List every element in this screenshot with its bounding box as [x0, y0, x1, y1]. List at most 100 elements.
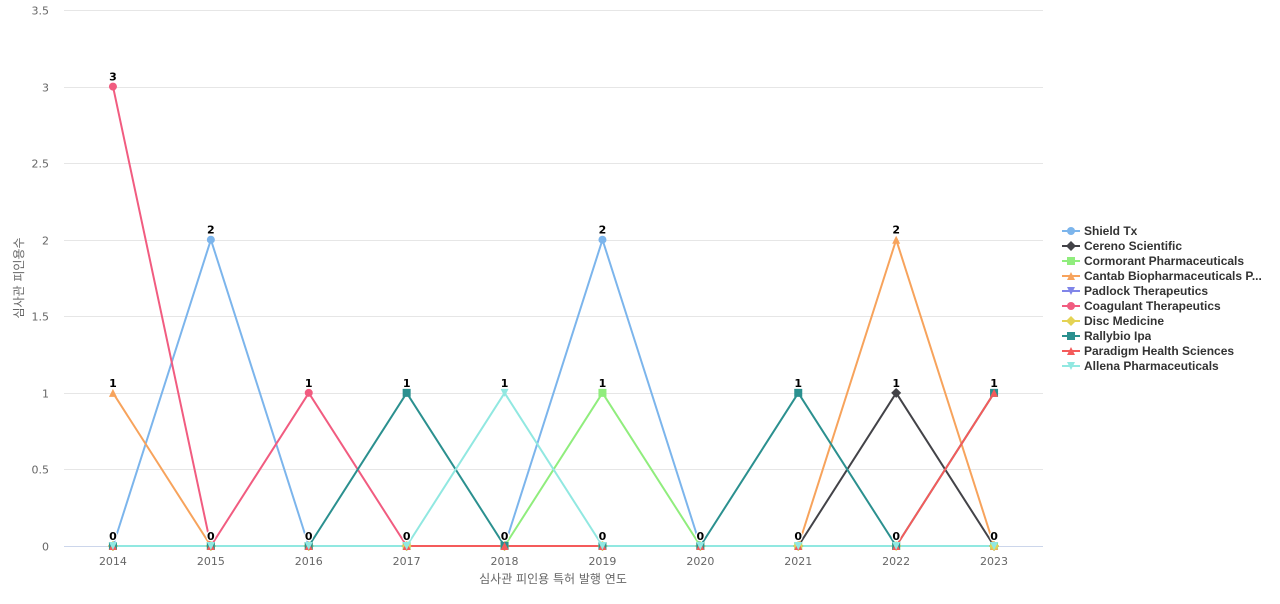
legend-label: Cereno Scientific	[1084, 238, 1183, 253]
legend-label: Allena Pharmaceuticals	[1084, 358, 1219, 373]
legend-swatch	[1062, 315, 1080, 326]
series-line	[112, 238, 996, 547]
legend-marker	[1067, 286, 1075, 295]
legend-marker	[1066, 315, 1076, 326]
data-label: 2	[599, 224, 607, 237]
data-point	[108, 542, 117, 550]
legend-label: Paradigm Health Sciences	[1084, 343, 1235, 358]
x-tick-label: 2020	[686, 555, 714, 568]
legend-swatch	[1062, 226, 1080, 235]
data-label: 0	[599, 530, 607, 543]
x-tick-label: 2019	[588, 555, 616, 568]
x-axis-ticks: 2014 2015 2016 2017 2018 2019 2020 2021 2022 2023	[99, 555, 1008, 568]
legend-swatch	[1062, 271, 1080, 280]
data-point	[402, 388, 411, 397]
data-point	[891, 387, 902, 398]
y-tick-label: 2.5	[32, 158, 50, 171]
data-label: 0	[501, 530, 509, 543]
legend-label: Rallybio Ipa	[1084, 328, 1152, 343]
data-point	[206, 235, 215, 244]
legend-marker	[1067, 226, 1075, 235]
data-point	[500, 388, 509, 397]
legend-item[interactable]: Cereno Scientific	[1062, 238, 1280, 253]
y-axis-ticks: 0 0.5 1 1.5 2 2.5 3 3.5	[32, 5, 50, 554]
legend-marker	[1067, 361, 1075, 370]
y-tick-label: 3	[42, 82, 49, 95]
legend-swatch	[1062, 346, 1080, 355]
x-tick-label: 2023	[980, 555, 1008, 568]
x-tick-label: 2021	[784, 555, 812, 568]
data-point	[598, 542, 607, 550]
legend-marker	[1067, 256, 1075, 265]
series-line	[112, 391, 996, 547]
x-tick-label: 2015	[197, 555, 225, 568]
y-tick-label: 1.5	[32, 311, 50, 324]
legend-label: Shield Tx	[1084, 223, 1138, 238]
data-label: 0	[697, 530, 705, 543]
data-point	[206, 542, 215, 550]
legend-swatch	[1062, 361, 1080, 370]
data-point	[794, 542, 803, 550]
data-point	[500, 542, 509, 550]
legend-marker	[1067, 301, 1075, 310]
legend-item[interactable]: Shield Tx	[1062, 223, 1280, 238]
data-point	[892, 235, 901, 244]
data-label: 0	[207, 530, 215, 543]
data-point	[108, 388, 117, 397]
data-point	[304, 388, 313, 397]
data-label: 0	[305, 530, 313, 543]
data-label: 2	[892, 224, 900, 237]
data-label: 1	[794, 377, 802, 390]
data-point	[402, 542, 411, 550]
legend-item[interactable]: Disc Medicine	[1062, 313, 1280, 328]
data-label: 0	[403, 530, 411, 543]
legend-swatch	[1062, 256, 1080, 265]
data-labels: 3 1 0 2 0 1 0 1 0 1 0 2 1 0 0 1 0 2 1 0 1 0	[108, 69, 1000, 544]
y-tick-label: 2	[42, 235, 49, 248]
data-point	[696, 542, 705, 550]
data-label: 1	[305, 377, 313, 390]
data-label: 0	[892, 530, 900, 543]
data-point	[108, 82, 117, 91]
legend-swatch	[1062, 240, 1080, 251]
x-axis-title: 심사관 피인용 특허 발행 연도	[479, 571, 627, 586]
data-point	[990, 542, 999, 550]
legend-item[interactable]: Allena Pharmaceuticals	[1062, 358, 1280, 373]
legend-marker	[1067, 271, 1075, 280]
y-tick-label: 0.5	[32, 464, 50, 477]
y-tick-label: 1	[42, 388, 49, 401]
data-label: 0	[990, 530, 998, 543]
legend-item[interactable]: Cormorant Pharmaceuticals	[1062, 253, 1280, 268]
data-label: 1	[599, 377, 607, 390]
data-label: 3	[109, 71, 117, 84]
legend-item[interactable]: Paradigm Health Sciences	[1062, 343, 1280, 358]
data-point	[892, 542, 901, 550]
legend: Shield Tx Cereno Scientific Cormorant Phar…	[1062, 223, 1280, 373]
legend-swatch	[1062, 331, 1080, 340]
legend-marker	[1066, 240, 1076, 251]
legend-label: Cormorant Pharmaceuticals	[1084, 253, 1245, 268]
data-point	[794, 388, 803, 397]
legend-label: Padlock Therapeutics	[1084, 283, 1209, 298]
legend-item[interactable]: Cantab Biopharmaceuticals P...	[1062, 268, 1280, 283]
data-label: 1	[892, 377, 900, 390]
series-markers	[107, 82, 1000, 551]
legend-item[interactable]: Padlock Therapeutics	[1062, 283, 1280, 298]
data-label: 1	[109, 377, 117, 390]
legend-swatch	[1062, 286, 1080, 295]
gridlines	[64, 10, 1043, 547]
legend-marker	[1067, 346, 1075, 355]
legend-label: Disc Medicine	[1084, 313, 1165, 328]
legend-label: Cantab Biopharmaceuticals P...	[1084, 268, 1262, 283]
data-label: 0	[794, 530, 802, 543]
legend-item[interactable]: Coagulant Therapeutics	[1062, 298, 1280, 313]
x-tick-label: 2022	[882, 555, 910, 568]
legend-label: Coagulant Therapeutics	[1084, 298, 1221, 313]
y-axis-title: 심사관 피인용수	[12, 237, 26, 318]
data-label: 1	[501, 377, 509, 390]
legend-item[interactable]: Rallybio Ipa	[1062, 328, 1280, 343]
data-point	[990, 388, 999, 397]
x-tick-label: 2016	[295, 555, 323, 568]
